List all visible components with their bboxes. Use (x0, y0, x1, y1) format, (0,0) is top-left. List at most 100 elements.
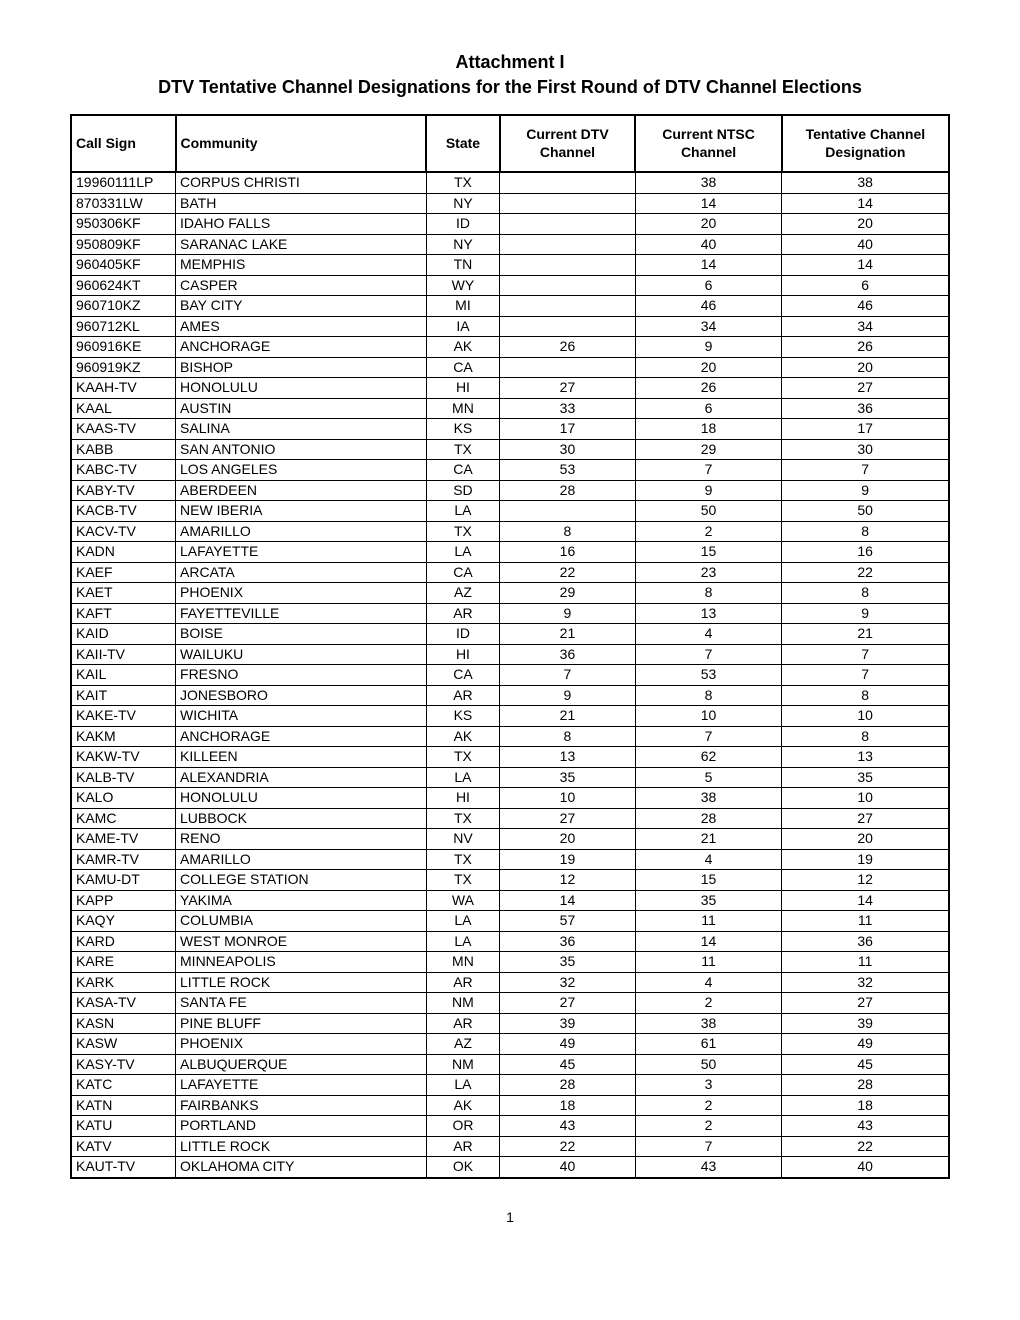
cell-ntsc: 14 (635, 193, 781, 214)
cell-ntsc: 29 (635, 439, 781, 460)
cell-community: PINE BLUFF (176, 1013, 427, 1034)
cell-tent: 7 (782, 665, 949, 686)
table-row: 870331LWBATHNY1414 (71, 193, 949, 214)
cell-tent: 19 (782, 849, 949, 870)
cell-call_sign: KABC-TV (71, 460, 176, 481)
cell-community: BISHOP (176, 357, 427, 378)
cell-dtv (500, 172, 636, 193)
cell-state: NM (426, 1054, 499, 1075)
cell-ntsc: 40 (635, 234, 781, 255)
cell-state: HI (426, 788, 499, 809)
cell-call_sign: KAFT (71, 603, 176, 624)
cell-dtv: 22 (500, 1136, 636, 1157)
cell-community: RENO (176, 829, 427, 850)
cell-state: LA (426, 931, 499, 952)
cell-ntsc: 61 (635, 1034, 781, 1055)
table-row: KASY-TVALBUQUERQUENM455045 (71, 1054, 949, 1075)
cell-ntsc: 46 (635, 296, 781, 317)
cell-call_sign: KATV (71, 1136, 176, 1157)
cell-ntsc: 2 (635, 993, 781, 1014)
cell-call_sign: 960916KE (71, 337, 176, 358)
cell-community: BATH (176, 193, 427, 214)
cell-tent: 14 (782, 193, 949, 214)
table-row: KADNLAFAYETTELA161516 (71, 542, 949, 563)
cell-call_sign: KARD (71, 931, 176, 952)
cell-dtv: 7 (500, 665, 636, 686)
cell-dtv (500, 357, 636, 378)
cell-dtv: 9 (500, 603, 636, 624)
table-row: KAPPYAKIMAWA143514 (71, 890, 949, 911)
cell-ntsc: 20 (635, 357, 781, 378)
cell-state: WA (426, 890, 499, 911)
cell-community: CORPUS CHRISTI (176, 172, 427, 193)
cell-ntsc: 4 (635, 972, 781, 993)
cell-call_sign: KASW (71, 1034, 176, 1055)
cell-dtv: 53 (500, 460, 636, 481)
cell-ntsc: 62 (635, 747, 781, 768)
cell-call_sign: KAME-TV (71, 829, 176, 850)
cell-dtv: 27 (500, 993, 636, 1014)
cell-ntsc: 13 (635, 603, 781, 624)
cell-call_sign: KAPP (71, 890, 176, 911)
header-row: Call Sign Community State Current DTV Ch… (71, 115, 949, 172)
cell-dtv: 49 (500, 1034, 636, 1055)
cell-call_sign: 960624KT (71, 275, 176, 296)
cell-state: TX (426, 747, 499, 768)
cell-call_sign: KASA-TV (71, 993, 176, 1014)
cell-state: NV (426, 829, 499, 850)
cell-tent: 40 (782, 1157, 949, 1178)
cell-tent: 32 (782, 972, 949, 993)
title-line2: DTV Tentative Channel Designations for t… (70, 75, 950, 100)
cell-ntsc: 3 (635, 1075, 781, 1096)
cell-call_sign: KAAL (71, 398, 176, 419)
cell-dtv: 9 (500, 685, 636, 706)
cell-call_sign: 960919KZ (71, 357, 176, 378)
table-row: KASNPINE BLUFFAR393839 (71, 1013, 949, 1034)
cell-call_sign: KAAH-TV (71, 378, 176, 399)
cell-ntsc: 7 (635, 1136, 781, 1157)
cell-tent: 27 (782, 808, 949, 829)
cell-ntsc: 2 (635, 1095, 781, 1116)
cell-call_sign: KAUT-TV (71, 1157, 176, 1178)
cell-dtv (500, 316, 636, 337)
table-row: KAME-TVRENONV202120 (71, 829, 949, 850)
title-line1: Attachment I (70, 50, 950, 75)
cell-ntsc: 5 (635, 767, 781, 788)
cell-tent: 6 (782, 275, 949, 296)
cell-dtv: 27 (500, 378, 636, 399)
cell-state: LA (426, 542, 499, 563)
table-row: KAMU-DTCOLLEGE STATIONTX121512 (71, 870, 949, 891)
cell-tent: 38 (782, 172, 949, 193)
cell-tent: 7 (782, 460, 949, 481)
cell-call_sign: KAMR-TV (71, 849, 176, 870)
cell-community: LUBBOCK (176, 808, 427, 829)
cell-community: WAILUKU (176, 644, 427, 665)
table-row: KABC-TVLOS ANGELESCA5377 (71, 460, 949, 481)
cell-state: LA (426, 767, 499, 788)
cell-ntsc: 20 (635, 214, 781, 235)
cell-dtv: 45 (500, 1054, 636, 1075)
table-row: KABY-TVABERDEENSD2899 (71, 480, 949, 501)
cell-community: PORTLAND (176, 1116, 427, 1137)
cell-state: AR (426, 603, 499, 624)
cell-call_sign: KADN (71, 542, 176, 563)
cell-community: NEW IBERIA (176, 501, 427, 522)
table-row: 19960111LPCORPUS CHRISTITX3838 (71, 172, 949, 193)
table-row: KALB-TVALEXANDRIALA35535 (71, 767, 949, 788)
cell-tent: 28 (782, 1075, 949, 1096)
cell-ntsc: 15 (635, 870, 781, 891)
cell-tent: 49 (782, 1034, 949, 1055)
cell-state: CA (426, 357, 499, 378)
cell-community: FRESNO (176, 665, 427, 686)
cell-call_sign: KALO (71, 788, 176, 809)
cell-community: HONOLULU (176, 378, 427, 399)
cell-ntsc: 35 (635, 890, 781, 911)
cell-call_sign: 960712KL (71, 316, 176, 337)
cell-dtv: 26 (500, 337, 636, 358)
cell-tent: 39 (782, 1013, 949, 1034)
cell-call_sign: KACV-TV (71, 521, 176, 542)
table-row: KATCLAFAYETTELA28328 (71, 1075, 949, 1096)
cell-call_sign: KARE (71, 952, 176, 973)
cell-call_sign: 950809KF (71, 234, 176, 255)
cell-ntsc: 50 (635, 1054, 781, 1075)
